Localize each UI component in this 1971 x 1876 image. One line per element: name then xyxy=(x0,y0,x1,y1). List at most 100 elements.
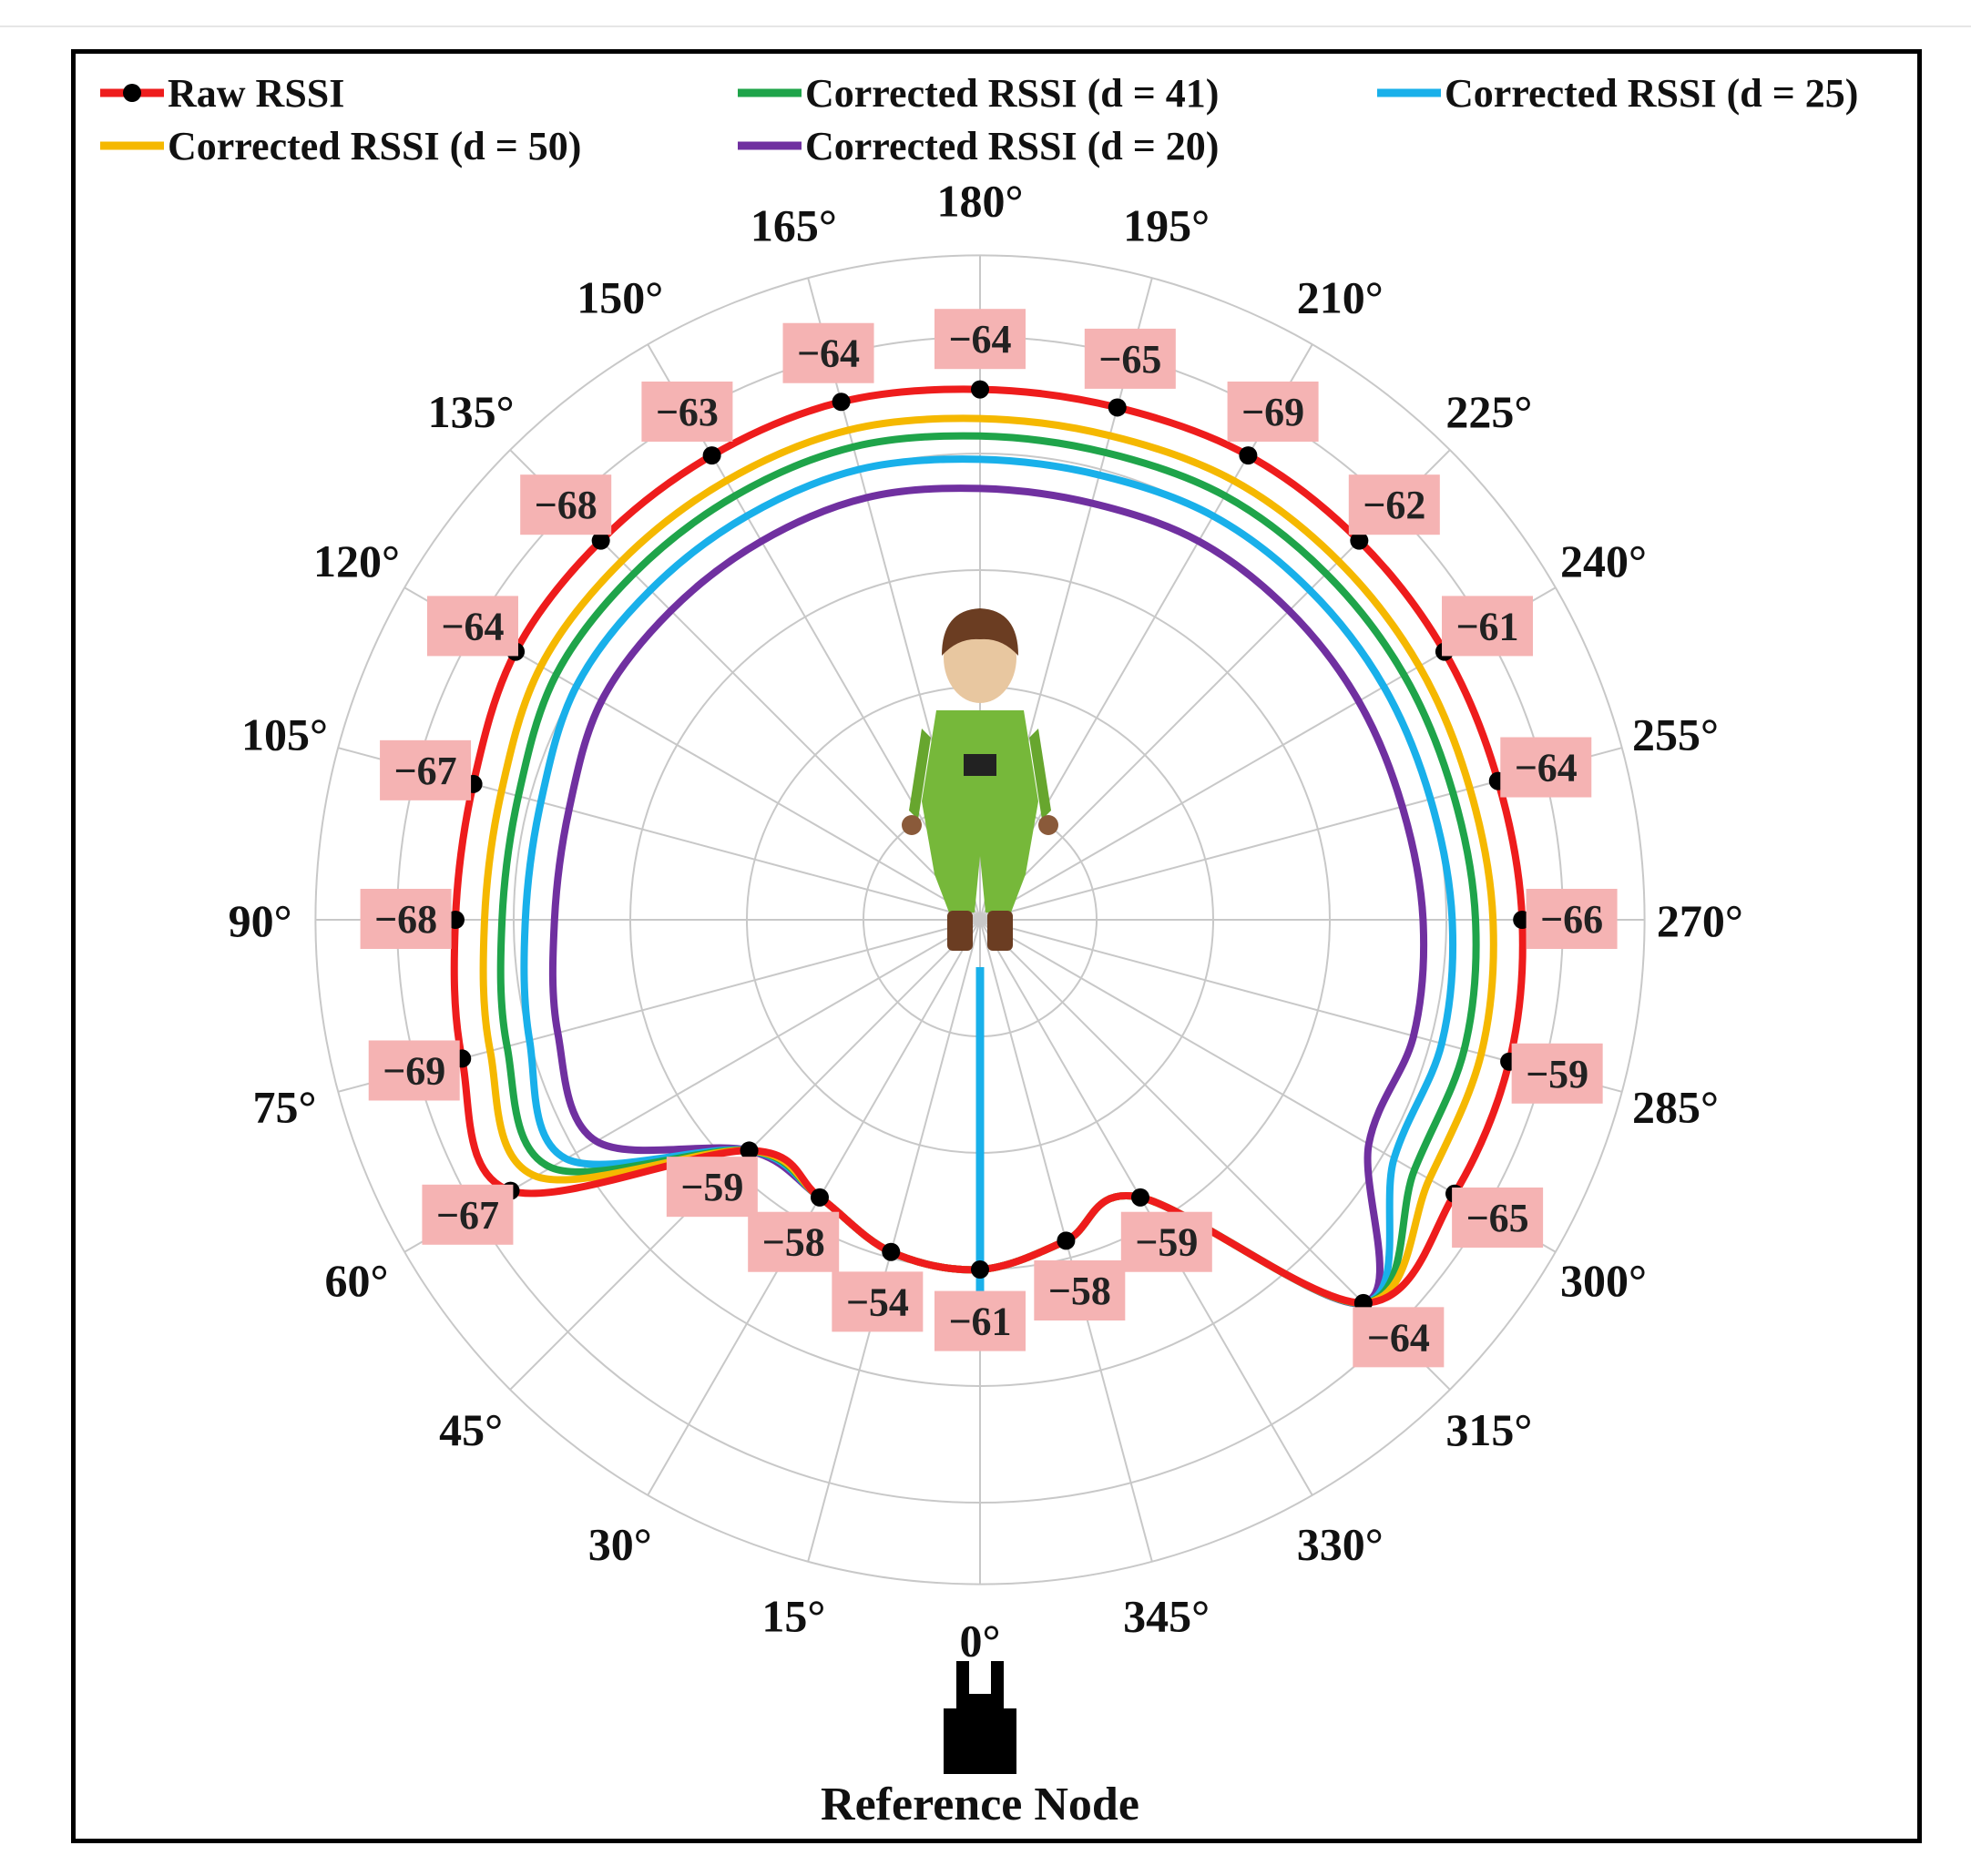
value-label: −63 xyxy=(641,381,733,442)
value-label: −58 xyxy=(748,1211,840,1272)
angle-tick-label: 165° xyxy=(751,200,837,251)
value-label: −68 xyxy=(520,474,612,535)
value-label: −69 xyxy=(368,1040,460,1101)
raw-rssi-marker xyxy=(971,380,989,399)
angle-tick-label: 315° xyxy=(1445,1404,1532,1455)
value-label-box xyxy=(368,1040,460,1101)
raw-rssi-marker xyxy=(740,1141,759,1160)
reference-node-icon xyxy=(944,1708,1016,1774)
angle-tick-label: 345° xyxy=(1123,1590,1210,1641)
body-sensor xyxy=(964,754,996,776)
angle-tick-label: 30° xyxy=(588,1519,652,1570)
value-label-text: −64 xyxy=(797,331,860,376)
angle-tick-label: 180° xyxy=(937,176,1024,227)
value-label-text: −61 xyxy=(948,1300,1011,1344)
value-label-text: −59 xyxy=(1135,1220,1198,1265)
value-label-text: −54 xyxy=(846,1280,909,1324)
value-label-box xyxy=(1084,328,1176,389)
value-label-text: −67 xyxy=(436,1193,499,1238)
raw-rssi-marker xyxy=(1350,531,1369,550)
angle-tick-label: 210° xyxy=(1297,271,1384,322)
reference-node-label: Reference Node xyxy=(821,1779,1139,1830)
angle-tick-label: 270° xyxy=(1657,895,1743,946)
value-label-box xyxy=(426,596,518,657)
value-label-box xyxy=(1034,1260,1126,1321)
value-label-box xyxy=(748,1211,840,1272)
value-label-box xyxy=(1500,737,1592,798)
value-label-text: −65 xyxy=(1466,1196,1529,1240)
top-rule xyxy=(0,25,1971,27)
legend: Raw RSSI Corrected RSSI (d = 41) Corrected… xyxy=(100,71,1858,168)
value-label-box xyxy=(1120,1211,1212,1272)
value-label-box xyxy=(641,381,733,442)
raw-rssi-marker xyxy=(1131,1188,1149,1207)
angle-tick-label: 195° xyxy=(1123,200,1210,251)
value-label-box xyxy=(934,309,1026,370)
series-line-corrected-rssi-d-25 xyxy=(520,455,1457,1307)
value-label: −64 xyxy=(934,309,1026,370)
value-label-box xyxy=(832,1271,924,1332)
angle-tick-label: 15° xyxy=(761,1590,825,1641)
grid-spoke xyxy=(979,919,1313,1496)
legend-label: Raw RSSI xyxy=(168,71,344,116)
value-label: −64 xyxy=(1353,1307,1445,1368)
value-label-box xyxy=(1348,474,1440,535)
angle-tick-label: 120° xyxy=(313,535,400,586)
value-label-box xyxy=(1511,1043,1603,1104)
polar-grid xyxy=(314,254,1646,1585)
value-label: −69 xyxy=(1227,381,1319,442)
raw-rssi-marker xyxy=(971,1260,989,1279)
angle-tick-label: 105° xyxy=(241,709,328,760)
angle-tick-label: 285° xyxy=(1632,1082,1719,1133)
value-label-text: −58 xyxy=(762,1220,825,1265)
series-line-corrected-rssi-d-41 xyxy=(496,432,1480,1307)
angle-tick-label: 90° xyxy=(229,895,292,946)
value-label-text: −59 xyxy=(680,1165,743,1209)
value-label-box xyxy=(422,1184,514,1245)
raw-rssi-marker xyxy=(591,531,610,550)
value-label-text: −59 xyxy=(1526,1052,1588,1096)
value-label: −66 xyxy=(1526,889,1618,949)
value-label-box xyxy=(782,322,874,383)
value-label: −61 xyxy=(1442,596,1534,657)
value-label-box xyxy=(1227,381,1319,442)
legend-marker xyxy=(123,84,141,102)
figure-hand-right xyxy=(1038,815,1058,835)
raw-rssi-marker xyxy=(832,393,851,412)
value-label: −67 xyxy=(422,1184,514,1245)
value-label-box xyxy=(1442,596,1534,657)
angle-tick-label: 225° xyxy=(1445,386,1532,437)
value-label: −58 xyxy=(1034,1260,1126,1321)
person-figure xyxy=(902,608,1058,951)
value-label: −59 xyxy=(1511,1043,1603,1104)
legend-label: Corrected RSSI (d = 20) xyxy=(805,124,1219,168)
value-label-text: −63 xyxy=(656,390,719,434)
angle-tick-labels: 0° 15° 30° 45° 60° 75° 90° 105° 120° 135° 150° 165°… xyxy=(229,176,1743,1667)
series-line-corrected-rssi-d-50 xyxy=(479,414,1497,1307)
figure-arm-left xyxy=(909,729,931,820)
raw-rssi-marker xyxy=(702,446,721,465)
value-label-text: −61 xyxy=(1455,604,1518,648)
value-label: −59 xyxy=(666,1157,758,1218)
value-label-text: −69 xyxy=(383,1048,445,1093)
angle-tick-label: 330° xyxy=(1297,1519,1384,1570)
value-label-text: −62 xyxy=(1363,483,1425,527)
raw-rssi-marker xyxy=(882,1242,901,1261)
value-label-text: −65 xyxy=(1098,337,1161,382)
series-line-corrected-rssi-d-20 xyxy=(548,484,1428,1308)
value-label-box xyxy=(380,739,472,800)
value-label-text: −69 xyxy=(1241,390,1304,434)
legend-label: Corrected RSSI (d = 41) xyxy=(805,71,1219,116)
value-label-text: −64 xyxy=(1367,1315,1430,1360)
value-label-text: −67 xyxy=(394,749,457,793)
value-label-text: −68 xyxy=(374,897,437,942)
angle-tick-label: 255° xyxy=(1632,709,1719,760)
value-label-box xyxy=(1526,889,1618,949)
reference-node-antennas xyxy=(956,1661,1004,1708)
grid-spoke xyxy=(647,919,981,1496)
angle-tick-label: 60° xyxy=(324,1255,388,1306)
angle-tick-label: 75° xyxy=(253,1082,317,1133)
angle-tick-label: 240° xyxy=(1560,535,1647,586)
value-label: −54 xyxy=(832,1271,924,1332)
figure-boot-right xyxy=(987,911,1013,951)
